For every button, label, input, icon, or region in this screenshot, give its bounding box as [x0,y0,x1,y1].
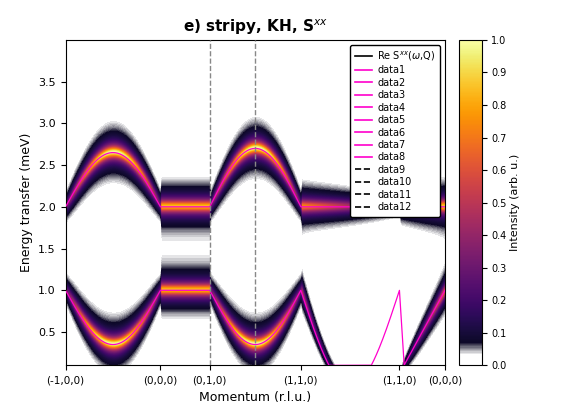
X-axis label: Momentum (r.l.u.): Momentum (r.l.u.) [199,391,311,404]
Title: e) stripy, KH, S$^{xx}$: e) stripy, KH, S$^{xx}$ [182,17,328,37]
Legend: Re S$^{xx}$($\omega$,Q), data1, data2, data3, data4, data5, data6, data7, data8,: Re S$^{xx}$($\omega$,Q), data1, data2, d… [350,45,440,217]
Y-axis label: Intensity (arb. u.): Intensity (arb. u.) [510,154,519,251]
Y-axis label: Energy transfer (meV): Energy transfer (meV) [19,133,32,272]
